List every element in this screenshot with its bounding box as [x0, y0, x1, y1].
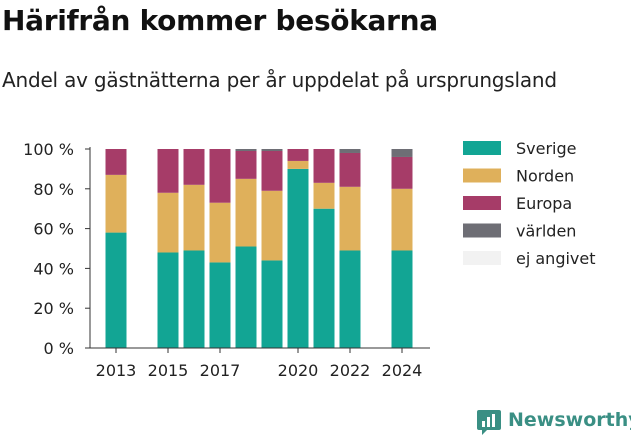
bar-segment — [313, 149, 335, 183]
bar-segment — [183, 184, 205, 251]
y-tick-label: 40 % — [33, 259, 74, 278]
bar-segment — [209, 149, 231, 203]
bar-segment — [339, 186, 361, 251]
legend-swatch — [463, 251, 501, 265]
bar-segment — [209, 202, 231, 263]
y-tick-label: 20 % — [33, 299, 74, 318]
bar-segment — [313, 208, 335, 348]
bar-segment — [105, 232, 127, 348]
chart-title: Härifrån kommer besökarna — [2, 4, 438, 37]
x-tick-label: 2022 — [330, 361, 371, 380]
bar-segment — [157, 252, 179, 348]
bar-segment — [235, 246, 257, 348]
x-tick-label: 2017 — [200, 361, 241, 380]
legend-swatch — [463, 196, 501, 210]
y-tick-label: 0 % — [44, 339, 74, 358]
legend-label: Sverige — [516, 139, 577, 158]
chart-subtitle: Andel av gästnätterna per år uppdelat på… — [2, 68, 557, 92]
bar-segment — [339, 152, 361, 187]
bar-segment — [313, 182, 335, 209]
bar-segment — [391, 250, 413, 348]
legend-label: Europa — [516, 194, 572, 213]
bar-segment — [261, 150, 283, 191]
brand-name: Newsworthy — [508, 409, 631, 431]
bar-segment — [261, 260, 283, 348]
newsworthy-logo-icon — [477, 410, 501, 435]
legend-label: Norden — [516, 167, 574, 186]
bar-segment — [183, 250, 205, 348]
bar-segment — [261, 149, 283, 151]
bar-segment — [339, 149, 361, 153]
y-tick-label: 60 % — [33, 220, 74, 239]
y-tick-label: 100 % — [23, 140, 74, 159]
bar-segment — [235, 178, 257, 247]
x-tick-label: 2015 — [148, 361, 189, 380]
bar-segment — [287, 160, 309, 169]
bar-segment — [261, 190, 283, 261]
legend-label: ej angivet — [516, 249, 596, 268]
legend-swatch — [463, 168, 501, 183]
legend-label: världen — [516, 222, 576, 241]
x-tick-label: 2020 — [278, 361, 319, 380]
bar-segment — [105, 174, 127, 233]
bar-segment — [391, 156, 413, 189]
legend-swatch — [463, 141, 501, 155]
x-tick-label: 2013 — [96, 361, 137, 380]
x-tick-label: 2024 — [382, 361, 423, 380]
bar-segment — [235, 150, 257, 179]
bar-segment — [391, 149, 413, 157]
bar-segment — [391, 188, 413, 251]
bar-segment — [157, 149, 179, 193]
bar-segment — [209, 262, 231, 348]
bar-segment — [235, 149, 257, 151]
bar-segment — [105, 149, 127, 175]
bar-segment — [157, 192, 179, 253]
bar-segment — [287, 149, 309, 161]
legend-swatch — [463, 223, 501, 238]
bar-segment — [339, 250, 361, 348]
y-tick-label: 80 % — [33, 180, 74, 199]
bar-segment — [183, 149, 205, 185]
bar-segment — [287, 168, 309, 348]
